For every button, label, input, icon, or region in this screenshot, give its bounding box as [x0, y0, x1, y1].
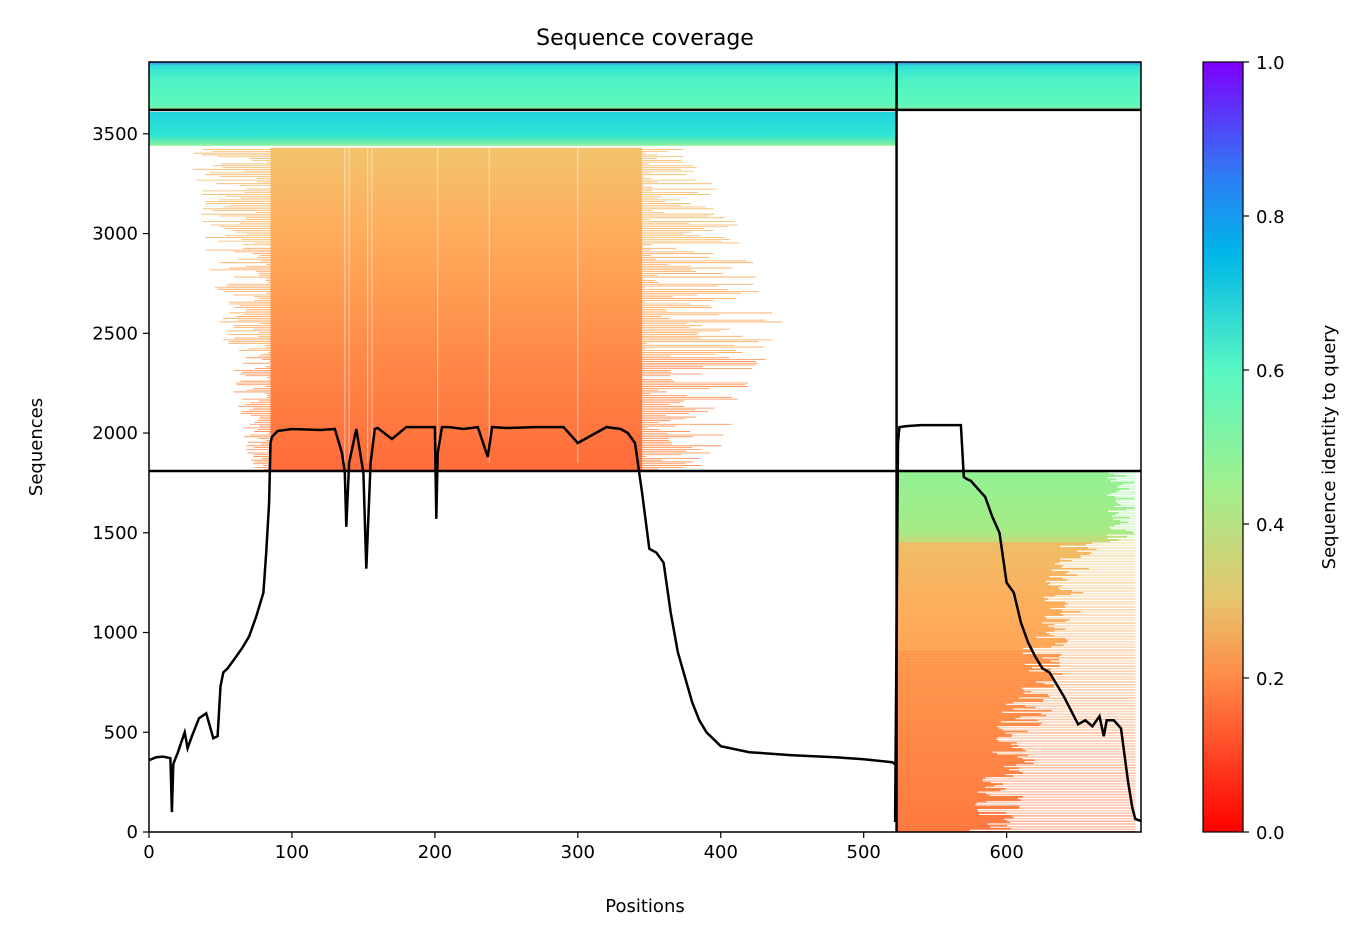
x-axis-label: Positions: [605, 896, 684, 917]
colorbar-tick-label: 0.4: [1256, 515, 1285, 536]
coverage-block: [270, 147, 643, 471]
x-tick-label: 500: [847, 842, 881, 863]
colorbar-ticks: 0.0 0.2 0.4 0.6 0.8 1.0: [1243, 53, 1285, 844]
colorbar-tick-label: 0.6: [1256, 361, 1285, 382]
y-tick-label: 3000: [92, 224, 138, 245]
x-tick-label: 300: [561, 842, 595, 863]
x-axis: 0 100 200 300 400 500 600: [143, 832, 1024, 863]
y-tick-label: 0: [127, 822, 138, 843]
colorbar-label: Sequence identity to query: [1319, 324, 1340, 569]
x-tick-label: 0: [143, 842, 154, 863]
y-axis-label: Sequences: [26, 398, 47, 496]
empty-region: [642, 148, 895, 471]
y-tick-label: 2500: [92, 323, 138, 344]
coverage-line-chain-a: [149, 425, 896, 813]
coverage-block: [149, 62, 897, 110]
colorbar-tick-label: 0.0: [1256, 823, 1285, 844]
y-tick-label: 3500: [92, 124, 138, 145]
y-tick-label: 500: [104, 722, 138, 743]
y-axis: 0 500 1000 1500 2000 2500 3000 3500: [92, 124, 149, 843]
y-tick-label: 2000: [92, 423, 138, 444]
divider-lines: [149, 62, 1141, 832]
colorbar-tick-label: 0.2: [1256, 669, 1285, 690]
coverage-block: [896, 62, 1141, 110]
coverage-blocks: [149, 62, 1141, 832]
coverage-block: [149, 111, 897, 146]
y-tick-label: 1000: [92, 623, 138, 644]
plot-area: [149, 62, 1141, 832]
coverage-line-chain-b: [893, 423, 1141, 823]
x-tick-label: 200: [418, 842, 452, 863]
x-tick-label: 600: [989, 842, 1023, 863]
colorbar: [1202, 61, 1244, 833]
plot-frame: [148, 61, 1142, 833]
x-tick-label: 400: [704, 842, 738, 863]
coverage-lines: [149, 423, 1141, 823]
chart-title: Sequence coverage: [536, 26, 754, 51]
x-tick-label: 100: [275, 842, 309, 863]
colorbar-tick-label: 1.0: [1256, 53, 1285, 74]
y-tick-label: 1500: [92, 523, 138, 544]
colorbar-tick-label: 0.8: [1256, 207, 1285, 228]
